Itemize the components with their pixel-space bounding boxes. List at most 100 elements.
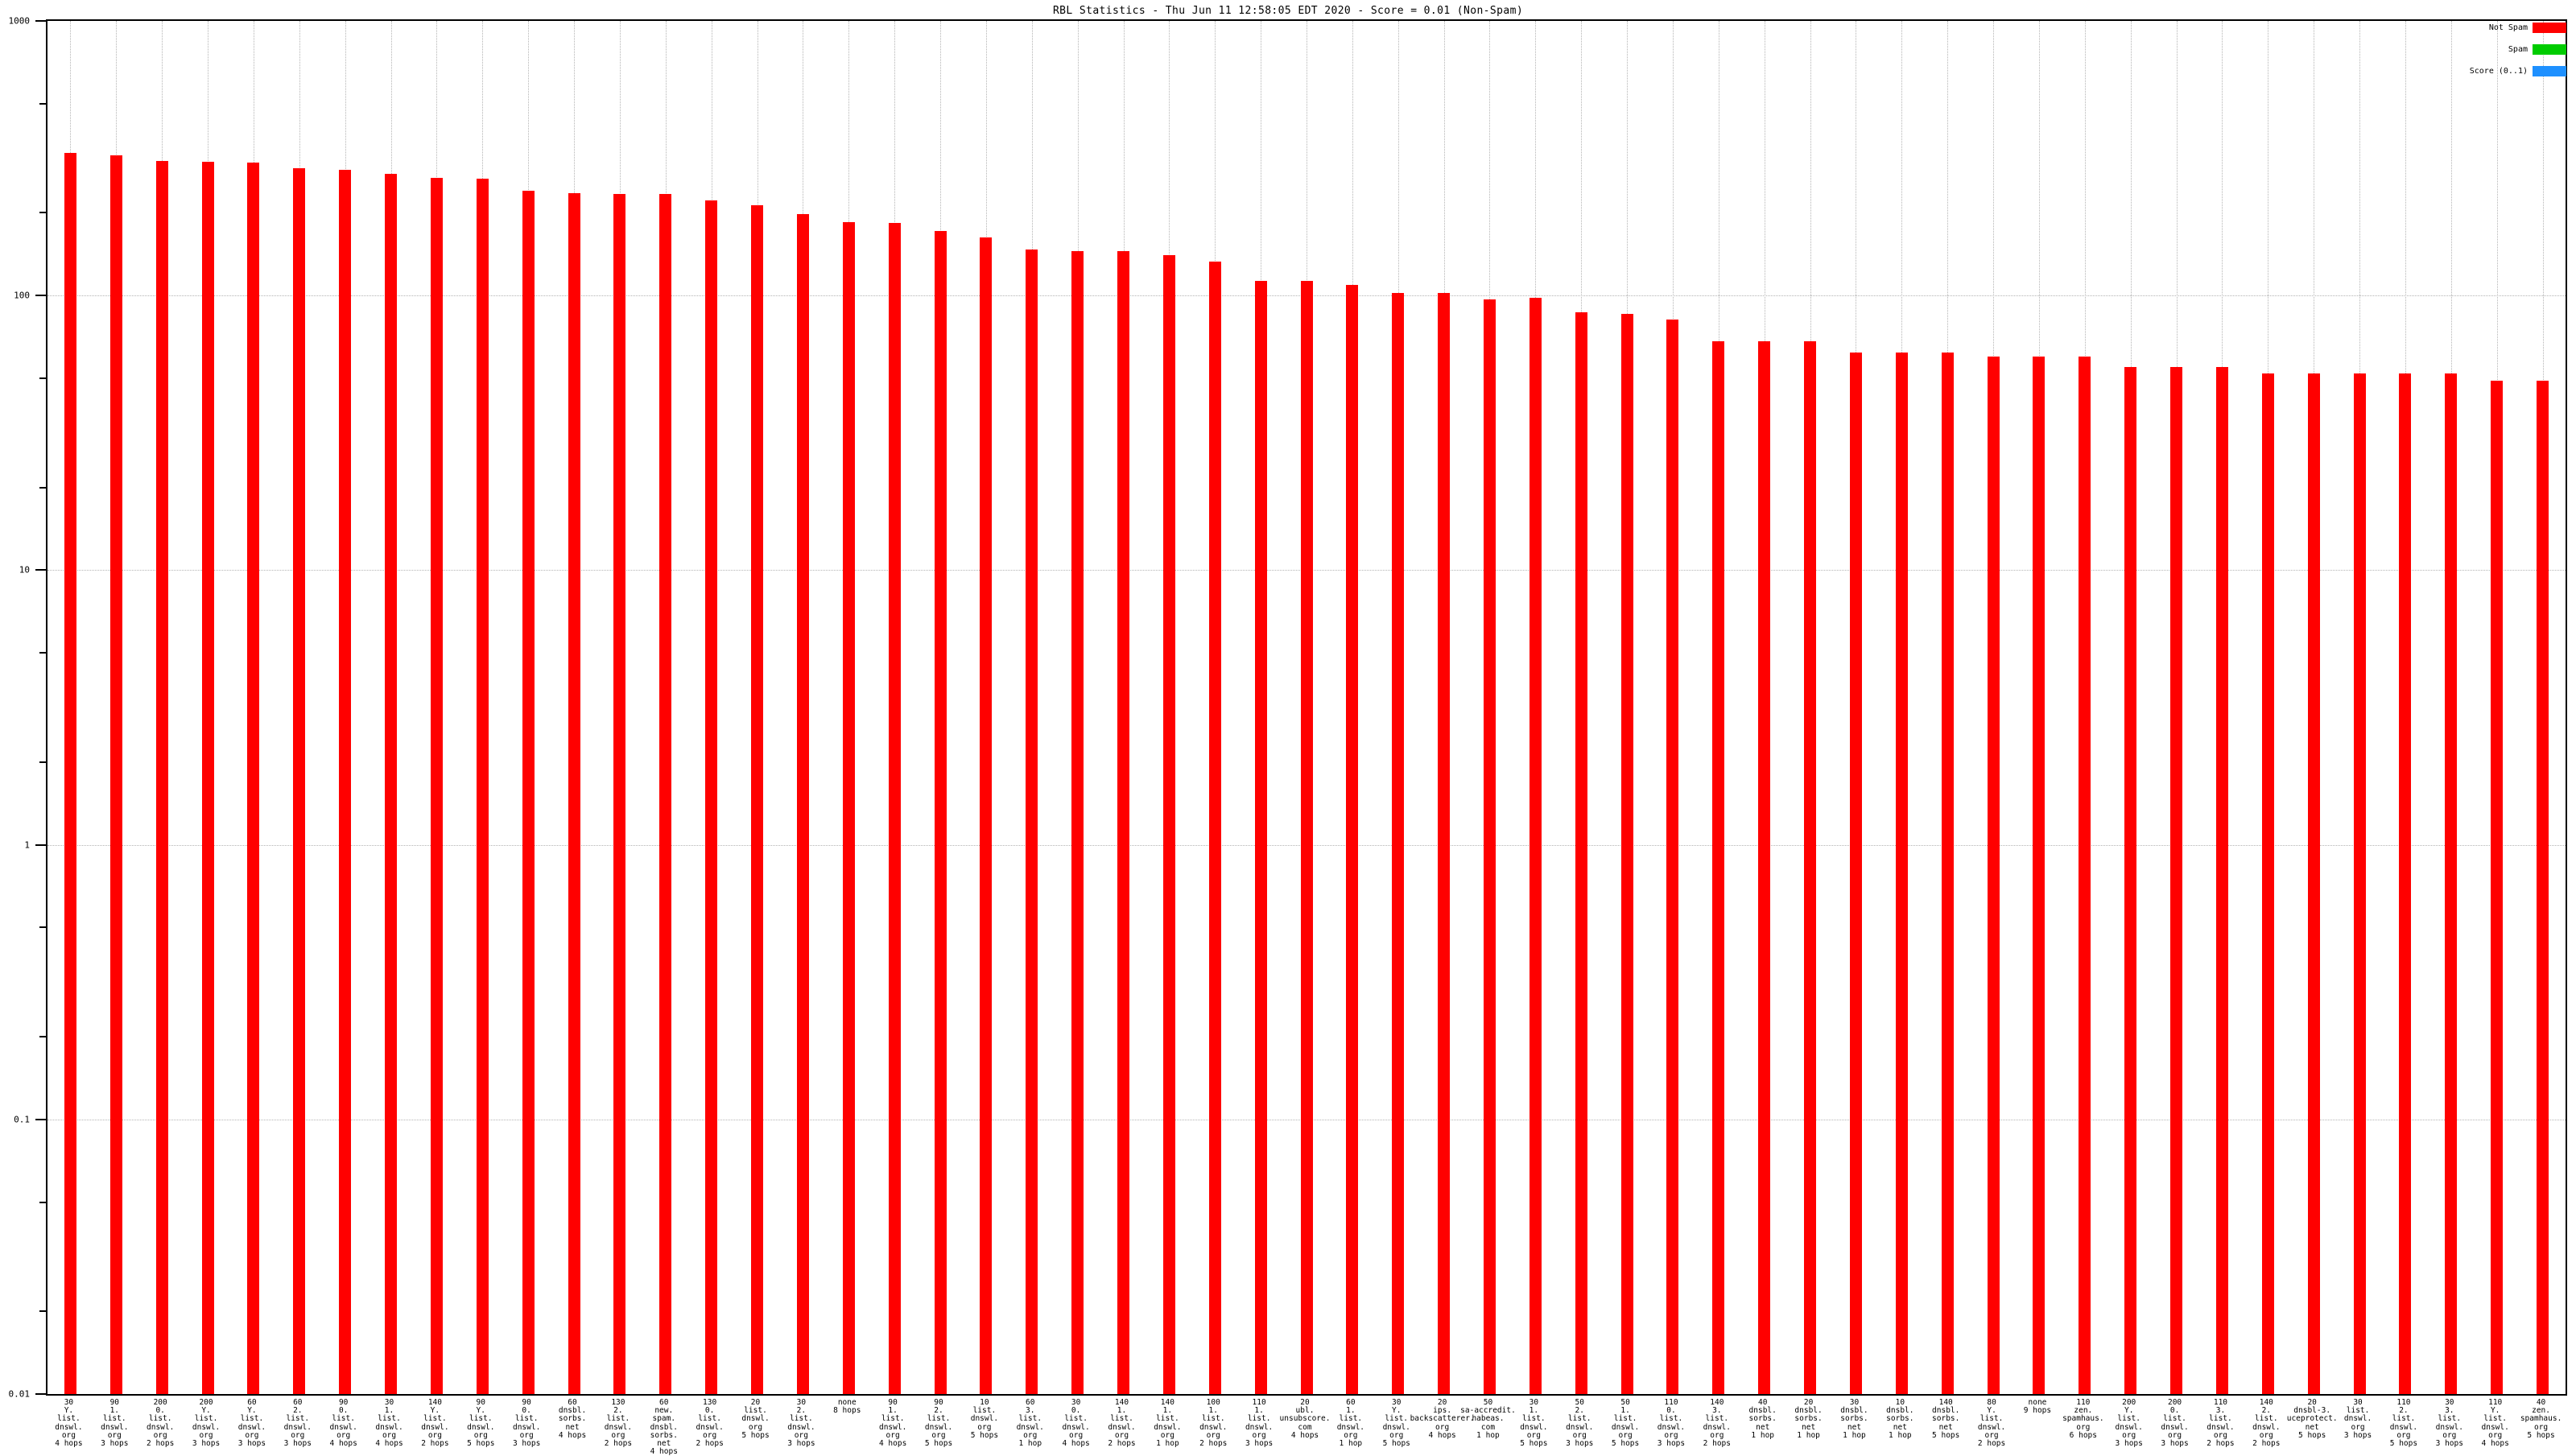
- x-axis-tick-label: 20 dnsbl-3. uceprotect. net 5 hops: [2287, 1398, 2338, 1440]
- x-axis-tick-label-line: 5 hops: [741, 1430, 770, 1440]
- x-axis-tick-label-line: dnswl.: [147, 1422, 175, 1432]
- x-axis-tick-label-line: none: [837, 1398, 857, 1407]
- x-axis-tick-label-line: 3.: [2445, 1406, 2454, 1416]
- x-axis-tick-label-line: dnswl.: [741, 1414, 770, 1424]
- x-axis-tick-label-line: 2.: [934, 1406, 943, 1416]
- x-axis-tick-label-line: org: [107, 1430, 122, 1440]
- legend: Not Spam Spam Score (0..1): [2470, 23, 2566, 76]
- x-axis-tick-label-line: dnswl.: [421, 1422, 449, 1432]
- bar: [613, 194, 626, 1394]
- y-axis-minor-tick: [39, 212, 46, 214]
- bar: [476, 179, 489, 1394]
- x-axis-tick-label-line: Y.: [247, 1406, 257, 1416]
- x-axis-tick-label-line: net: [657, 1439, 671, 1449]
- x-axis-tick-label-line: 0.: [2169, 1406, 2180, 1416]
- x-axis-tick-label-line: dnswl.: [329, 1422, 357, 1432]
- x-axis-tick-label-line: list.: [927, 1414, 951, 1424]
- x-axis-tick-label-line: list.: [469, 1414, 493, 1424]
- x-axis-tick-label-line: 5 hops: [924, 1439, 953, 1449]
- x-axis-tick-label-line: 2 hops: [1703, 1439, 1732, 1449]
- bar: [1483, 299, 1496, 1394]
- bar: [2124, 366, 2137, 1394]
- x-axis-tick-label-line: dnswl.: [192, 1422, 221, 1432]
- y-axis-tick-mark: [35, 20, 46, 22]
- x-axis-tick-label: 110 zen. spamhaus. org 6 hops: [2062, 1398, 2103, 1440]
- x-axis-tick-label: 30 Y. list. dnswl. org 5 hops: [1383, 1398, 1410, 1448]
- y-axis-tick-mark: [35, 1393, 46, 1395]
- x-axis-tick-label: 90 1. list. dnswl. org 3 hops: [101, 1398, 128, 1448]
- x-axis-tick-label-line: spam.: [652, 1414, 676, 1424]
- x-axis-tick-label-line: org: [703, 1430, 717, 1440]
- x-axis-tick-label-line: 3 hops: [192, 1439, 221, 1449]
- y-axis-tick-mark: [35, 843, 46, 846]
- x-axis-tick-label-line: 110: [1252, 1398, 1266, 1407]
- x-axis-tick-label-line: org: [291, 1430, 305, 1440]
- x-axis-tick-label-line: 4 hops: [2481, 1439, 2509, 1449]
- x-axis-tick-label-line: 3.: [2215, 1406, 2226, 1416]
- bar: [659, 193, 672, 1394]
- x-axis-tick-label-line: 140: [1114, 1398, 1129, 1407]
- bar: [1117, 251, 1129, 1394]
- x-axis-tick-label-line: 140: [1710, 1398, 1724, 1407]
- x-axis-tick-label-line: 5 hops: [2298, 1430, 2326, 1440]
- x-axis-tick-label-line: Y.: [201, 1406, 211, 1416]
- x-axis-tick-label-line: list.: [194, 1414, 218, 1424]
- x-axis-tick-label-line: 2.: [293, 1406, 303, 1416]
- x-axis-tick-label-line: net: [1893, 1422, 1907, 1432]
- x-axis-tick-label-line: 5 hops: [2527, 1430, 2555, 1440]
- x-axis-tick-label-line: dnswl.: [283, 1422, 312, 1432]
- x-axis-tick-label-line: list.: [1247, 1414, 1271, 1424]
- x-axis-tick-label: 140 1. list. dnswl. org 2 hops: [1108, 1398, 1135, 1448]
- y-axis-minor-tick: [39, 1310, 46, 1313]
- x-axis-tick-label: 30 list. dnswl. org 3 hops: [2344, 1398, 2372, 1440]
- x-axis-tick-label: 60 1. list. dnswl. org 1 hop: [1337, 1398, 1364, 1448]
- x-axis-tick-label-line: new.: [654, 1406, 674, 1416]
- x-axis-tick-label-line: dnswl.: [970, 1414, 999, 1424]
- x-axis-tick-label-line: dnswl.: [1154, 1422, 1182, 1432]
- x-axis-tick-label-line: 3 hops: [283, 1439, 312, 1449]
- x-axis-tick-label: 30 2. list. dnswl. org 3 hops: [787, 1398, 815, 1448]
- x-axis-tick-label: 90 0. list. dnswl. org 4 hops: [329, 1398, 357, 1448]
- x-axis-tick-label-line: dnswl.: [375, 1422, 403, 1432]
- x-axis-tick-label-line: 1 hop: [1797, 1430, 1820, 1440]
- x-axis-tick-label-line: 2 hops: [1977, 1439, 2006, 1449]
- y-axis-tick-label: 1000: [8, 15, 31, 27]
- bar: [155, 160, 168, 1394]
- bar: [1162, 255, 1175, 1394]
- x-axis-tick-label-line: 1.: [1529, 1406, 1539, 1416]
- x-axis-tick-label-line: list.: [972, 1406, 997, 1416]
- x-axis-tick-label-line: 90: [476, 1398, 486, 1407]
- x-axis-tick-label-line: dnswl.: [1703, 1422, 1732, 1432]
- x-axis-tick-label-line: org: [2122, 1430, 2136, 1440]
- bar: [293, 168, 306, 1394]
- x-axis-tick-label: 40 zen. spamhaus. org 5 hops: [2520, 1398, 2562, 1440]
- x-axis-tick-label-line: 5 hops: [2389, 1439, 2418, 1449]
- x-axis-tick-label-line: net: [2305, 1422, 2319, 1432]
- x-axis-tick-label: 60 dnsbl. sorbs. net 4 hops: [559, 1398, 586, 1440]
- y-axis-minor-tick: [39, 102, 46, 105]
- x-axis-tick-label-line: 1.: [1162, 1406, 1173, 1416]
- x-axis-tick-label-line: dnswl.: [1520, 1422, 1548, 1432]
- bar: [201, 161, 214, 1394]
- x-axis-tick-label: 130 2. list. dnswl. org 2 hops: [605, 1398, 632, 1448]
- x-axis-tick-label: 20 list. dnswl. org 5 hops: [741, 1398, 770, 1440]
- x-axis-tick-label-line: 10: [1895, 1398, 1905, 1407]
- x-axis-tick-label-line: 2 hops: [421, 1439, 449, 1449]
- x-axis-tick-label-line: 140: [2259, 1398, 2273, 1407]
- bar: [705, 200, 718, 1394]
- x-axis-tick-label-line: org: [473, 1430, 488, 1440]
- x-axis-tick-label: 130 0. list. dnswl. org 2 hops: [696, 1398, 723, 1448]
- bar: [980, 237, 993, 1394]
- x-axis-tick-label: 90 Y. list. dnswl. org 5 hops: [467, 1398, 494, 1448]
- x-axis-tick-label-line: org: [748, 1422, 763, 1432]
- x-axis-tick-label-line: net: [1756, 1422, 1770, 1432]
- x-axis-tick-label: 140 1. list. dnswl. org 1 hop: [1154, 1398, 1182, 1448]
- x-axis-tick-label-line: 2 hops: [2252, 1439, 2281, 1449]
- x-axis-tick-label-line: 3 hops: [1245, 1439, 1274, 1449]
- x-axis-tick-label: 140 3. list. dnswl. org 2 hops: [1703, 1398, 1732, 1449]
- bar: [796, 213, 809, 1394]
- x-axis-tick-label-line: org: [886, 1430, 900, 1440]
- bar: [1346, 285, 1359, 1394]
- bar: [2033, 356, 2046, 1394]
- x-axis-tick-label-line: list.: [2163, 1414, 2186, 1424]
